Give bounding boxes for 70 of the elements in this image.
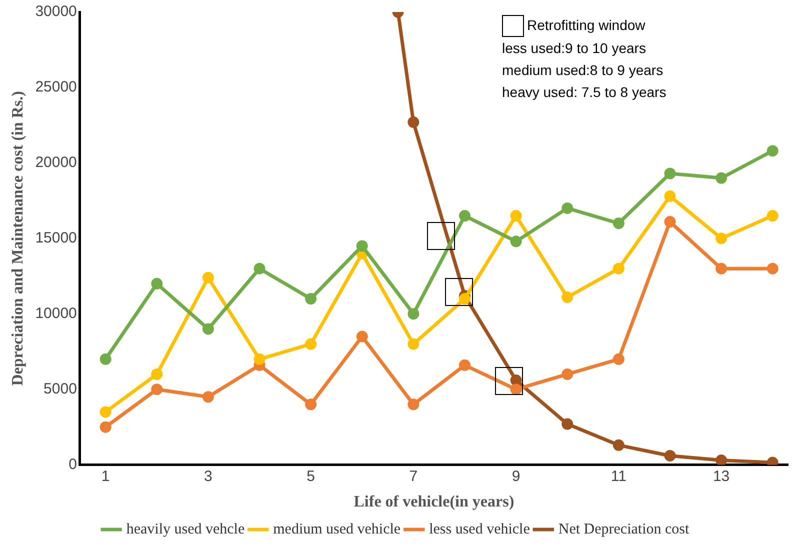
y-tick-label: 5000 — [44, 380, 77, 398]
x-tick-label: 13 — [712, 468, 730, 485]
point — [408, 398, 420, 410]
point — [562, 368, 574, 380]
point — [612, 439, 624, 451]
point — [202, 272, 214, 284]
point — [612, 218, 624, 230]
annotation: less used:9 to 10 years — [502, 39, 647, 58]
point — [562, 292, 574, 304]
x-tick-label: 1 — [101, 468, 110, 485]
y-tick-label: 20000 — [35, 154, 77, 172]
point — [100, 406, 112, 418]
point — [766, 262, 778, 274]
point — [458, 293, 470, 305]
point — [458, 359, 470, 371]
x-tick-label: 9 — [512, 468, 520, 485]
point — [664, 216, 676, 228]
point — [305, 398, 317, 410]
point — [510, 236, 522, 248]
point — [254, 353, 266, 365]
point — [202, 391, 214, 403]
point — [664, 450, 676, 462]
point — [510, 374, 522, 386]
point — [766, 210, 778, 222]
point — [510, 210, 522, 222]
point — [612, 353, 624, 365]
point — [716, 172, 728, 184]
point — [458, 210, 470, 222]
point — [612, 262, 624, 274]
x-tick-label: 11 — [610, 468, 626, 485]
x-tick-label: 7 — [409, 468, 418, 485]
annotation: medium used:8 to 9 years — [502, 61, 664, 80]
legend-label: less used vehicle — [429, 521, 530, 538]
point — [100, 421, 112, 433]
legend-label: medium used vehicle — [273, 521, 401, 538]
point — [151, 278, 163, 290]
x-axis-title: Life of vehicle(in years) — [354, 494, 514, 511]
y-axis-title: Depreciation and Maintenance cost (in Rs.) — [10, 91, 27, 386]
point — [408, 116, 420, 128]
annotation: heavy used: 7.5 to 8 years — [502, 83, 666, 102]
point — [151, 368, 163, 380]
point — [716, 232, 728, 244]
y-tick-label: 30000 — [35, 3, 77, 20]
point — [305, 338, 317, 350]
y-tick-label: 10000 — [35, 305, 77, 322]
y-tick-label: 25000 — [35, 78, 77, 96]
point — [664, 190, 676, 202]
point — [408, 338, 420, 350]
y-tick-label: 15000 — [35, 230, 77, 247]
point — [356, 240, 368, 252]
legend-label: Net Depreciation cost — [558, 521, 690, 538]
point — [356, 330, 368, 342]
point — [562, 202, 574, 214]
point — [202, 323, 214, 335]
point — [664, 168, 676, 180]
x-tick-label: 5 — [306, 468, 315, 485]
legend-label: heavily used vehcle — [126, 521, 245, 538]
point — [766, 145, 778, 157]
point — [408, 308, 420, 320]
point — [254, 262, 266, 274]
point — [716, 262, 728, 274]
point — [716, 454, 728, 465]
point — [305, 293, 317, 305]
point — [562, 418, 574, 430]
point — [100, 353, 112, 365]
x-tick-label: 3 — [204, 468, 212, 485]
annotation: Retrofitting window — [526, 16, 646, 35]
y-tick-label: 0 — [68, 456, 77, 473]
point — [151, 384, 163, 396]
point — [510, 384, 522, 396]
